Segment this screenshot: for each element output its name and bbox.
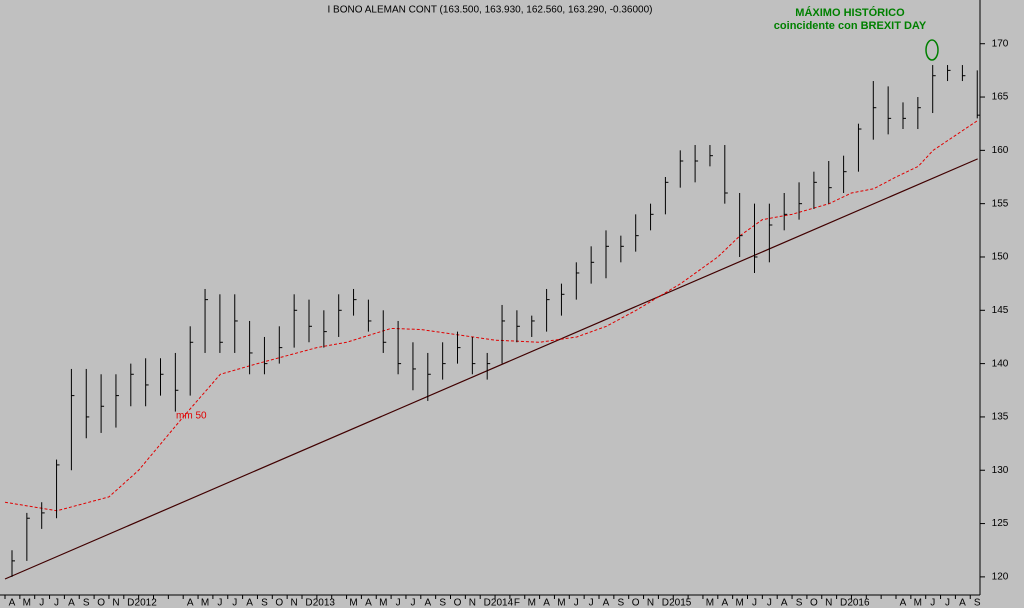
x-tick-label: 2015: [669, 598, 692, 608]
x-tick-label: N: [291, 598, 298, 608]
moving-average: [4, 120, 978, 512]
y-tick-label: 120: [992, 572, 1009, 583]
y-tick-label: 170: [992, 38, 1009, 49]
annotation: MÁXIMO HISTÓRICO: [795, 6, 905, 19]
x-tick-label: F: [514, 598, 520, 608]
y-tick-label: 155: [992, 198, 1009, 209]
x-tick-label: O: [454, 598, 462, 608]
x-tick-label: S: [618, 598, 625, 608]
x-tick-label: M: [23, 598, 31, 608]
x-tick-label: J: [410, 598, 415, 608]
x-tick-label: A: [424, 598, 431, 608]
x-tick-label: 2013: [313, 598, 336, 608]
x-tick-label: N: [825, 598, 832, 608]
x-tick-label: M: [349, 598, 357, 608]
x-tick-label: S: [974, 598, 981, 608]
annotation: coincidente con BREXIT DAY: [774, 20, 927, 32]
x-tick-label: S: [796, 598, 803, 608]
x-tick-label: A: [246, 598, 253, 608]
x-tick-label: A: [959, 598, 966, 608]
x-tick-label: 2014: [491, 598, 514, 608]
y-tick-label: 130: [992, 465, 1009, 476]
x-tick-label: M: [528, 598, 536, 608]
x-tick-label: J: [945, 598, 950, 608]
x-tick-label: S: [439, 598, 446, 608]
highlight-circle: [925, 39, 939, 61]
y-tick-label: 140: [992, 358, 1009, 369]
trend-line: [4, 158, 978, 580]
x-tick-label: S: [261, 598, 268, 608]
x-tick-label: M: [557, 598, 565, 608]
x-tick-label: A: [781, 598, 788, 608]
x-tick-label: O: [97, 598, 105, 608]
y-tick-label: 165: [992, 92, 1009, 103]
x-tick-label: J: [396, 598, 401, 608]
x-tick-label: A: [543, 598, 550, 608]
y-tick-label: 145: [992, 305, 1009, 316]
x-tick-label: A: [603, 598, 610, 608]
x-tick-label: D: [662, 598, 669, 608]
chart-title: I BONO ALEMAN CONT (163.500, 163.930, 16…: [327, 5, 652, 16]
x-tick-label: D: [305, 598, 312, 608]
x-tick-label: M: [914, 598, 922, 608]
x-tick-label: M: [706, 598, 714, 608]
x-tick-label: S: [83, 598, 90, 608]
x-tick-label: A: [187, 598, 194, 608]
y-tick-label: 125: [992, 518, 1009, 529]
x-tick-label: A: [68, 598, 75, 608]
x-tick-label: A: [900, 598, 907, 608]
x-tick-label: D: [484, 598, 491, 608]
x-tick-label: A: [721, 598, 728, 608]
x-tick-label: A: [9, 598, 16, 608]
x-tick-label: M: [379, 598, 387, 608]
x-tick-label: O: [632, 598, 640, 608]
x-tick-label: A: [365, 598, 372, 608]
x-tick-label: J: [767, 598, 772, 608]
x-tick-label: M: [201, 598, 209, 608]
y-tick-label: 150: [992, 252, 1009, 263]
x-tick-label: J: [574, 598, 579, 608]
x-tick-label: N: [647, 598, 654, 608]
x-tick-label: D: [127, 598, 134, 608]
x-tick-label: J: [39, 598, 44, 608]
x-tick-label: J: [589, 598, 594, 608]
x-tick-label: N: [112, 598, 119, 608]
x-tick-label: J: [54, 598, 59, 608]
x-tick-label: M: [735, 598, 743, 608]
x-tick-label: N: [469, 598, 476, 608]
x-tick-label: D: [840, 598, 847, 608]
x-tick-label: 2016: [847, 598, 870, 608]
x-tick-label: J: [930, 598, 935, 608]
ma-label: mm 50: [176, 411, 207, 422]
x-tick-label: J: [217, 598, 222, 608]
y-tick-label: 160: [992, 145, 1009, 156]
x-tick-label: J: [232, 598, 237, 608]
y-tick-label: 135: [992, 412, 1009, 423]
x-tick-label: J: [752, 598, 757, 608]
x-tick-label: 2012: [135, 598, 158, 608]
x-tick-label: O: [810, 598, 818, 608]
x-tick-label: O: [275, 598, 283, 608]
